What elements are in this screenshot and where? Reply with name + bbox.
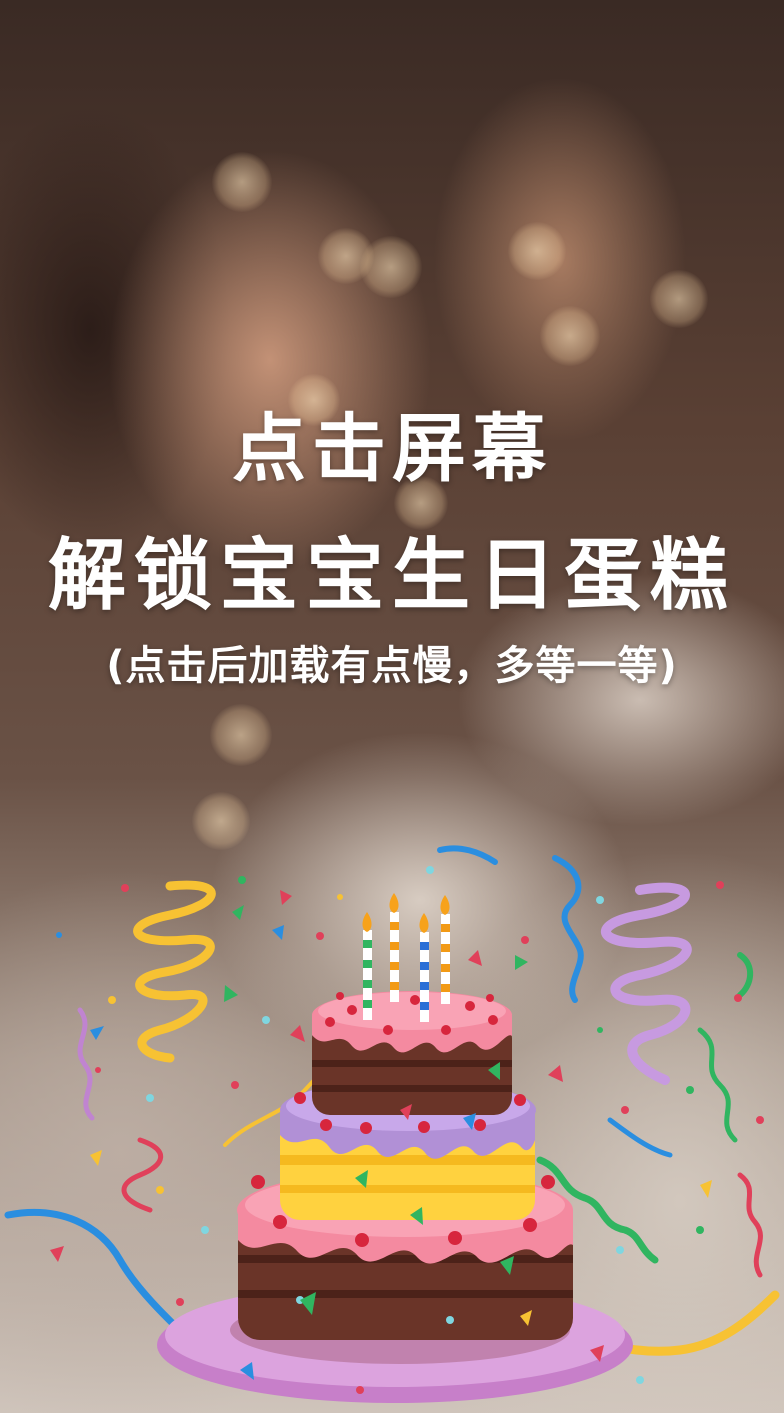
bokeh-light bbox=[288, 374, 340, 426]
bokeh-light bbox=[210, 704, 272, 766]
confetti-icon bbox=[50, 866, 764, 1394]
bokeh-light bbox=[508, 222, 566, 280]
candle-icon bbox=[362, 893, 450, 1022]
bokeh-light bbox=[394, 476, 448, 530]
unlock-headline: 点击屏幕 解锁宝宝生日蛋糕 (点击后加载有点慢，多等一等) bbox=[0, 400, 784, 694]
bokeh-light bbox=[360, 236, 422, 298]
unlock-cake-title: 解锁宝宝生日蛋糕 bbox=[47, 531, 736, 621]
bokeh-light bbox=[192, 792, 250, 850]
loading-note: (点击后加载有点慢，多等一等) bbox=[106, 643, 678, 689]
tap-screen-hint: 点击屏幕 bbox=[232, 406, 552, 492]
bokeh-light bbox=[650, 270, 708, 328]
birthday-cake-illustration bbox=[4, 845, 780, 1403]
bokeh-light bbox=[540, 306, 600, 366]
bokeh-light bbox=[212, 152, 272, 212]
cake-icon bbox=[237, 991, 573, 1340]
